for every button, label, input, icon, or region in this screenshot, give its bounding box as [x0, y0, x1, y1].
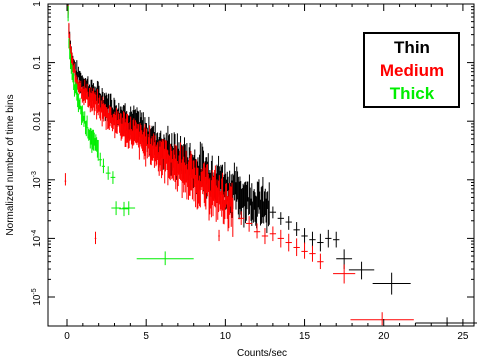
data-point — [277, 212, 284, 225]
data-point — [333, 264, 356, 284]
y-tick-label: 10-4 — [31, 230, 43, 247]
data-point — [301, 228, 308, 245]
data-point — [245, 216, 253, 232]
y-tick-label: 10-5 — [31, 288, 43, 305]
data-point — [285, 216, 292, 230]
legend-label-thin: Thin — [394, 38, 430, 57]
data-point — [372, 272, 411, 295]
y-tick-label: 10-3 — [31, 171, 43, 188]
data-point — [325, 229, 332, 248]
x-tick-label: 0 — [64, 331, 70, 342]
x-tick-label: 20 — [378, 331, 390, 342]
series-thick — [67, 5, 194, 266]
data-point — [269, 206, 277, 219]
data-point — [317, 253, 324, 270]
x-tick-label: 10 — [220, 331, 232, 342]
data-point — [309, 245, 316, 262]
plot-series-layer — [64, 4, 477, 326]
series-medium — [64, 5, 414, 326]
legend-label-medium: Medium — [380, 61, 444, 80]
axis-ticks: 0 5 10 15 20 25 10-5 10-4 10-3 0.01 0.1 1 — [31, 1, 474, 342]
data-point — [309, 231, 316, 248]
data-point — [269, 226, 277, 242]
data-point — [348, 261, 375, 280]
data-point — [285, 233, 292, 252]
data-point — [111, 201, 121, 216]
legend-label-thick: Thick — [390, 84, 435, 103]
data-point — [110, 171, 116, 184]
data-point — [333, 231, 340, 248]
data-point — [64, 173, 67, 186]
data-point — [301, 242, 308, 259]
data-point — [293, 238, 300, 257]
data-point — [253, 223, 261, 239]
data-point — [101, 158, 106, 174]
data-point — [119, 201, 129, 217]
x-tick-label: 15 — [299, 331, 311, 342]
data-point — [122, 201, 136, 216]
data-point — [238, 211, 245, 225]
data-point — [277, 229, 284, 248]
data-point — [317, 233, 324, 252]
legend-box — [363, 32, 460, 108]
y-axis-title: Normalized number of time bins — [5, 94, 16, 235]
y-tick-label: 0.1 — [32, 55, 43, 69]
data-point — [350, 312, 414, 326]
y-tick-label: 1 — [32, 1, 43, 7]
data-point — [136, 251, 194, 266]
data-point — [218, 229, 220, 242]
plot-frame — [47, 3, 475, 327]
data-point — [98, 152, 102, 167]
data-point — [261, 228, 269, 245]
data-point — [105, 166, 111, 180]
y-tick-label: 0.01 — [32, 111, 43, 131]
data-point — [415, 317, 477, 326]
x-tick-label: 25 — [457, 331, 469, 342]
data-point — [94, 231, 97, 245]
legend: Thin Medium Thick — [363, 32, 460, 108]
data-point — [293, 222, 300, 236]
x-axis-title: Counts/sec — [237, 348, 287, 359]
x-tick-label: 5 — [143, 331, 149, 342]
